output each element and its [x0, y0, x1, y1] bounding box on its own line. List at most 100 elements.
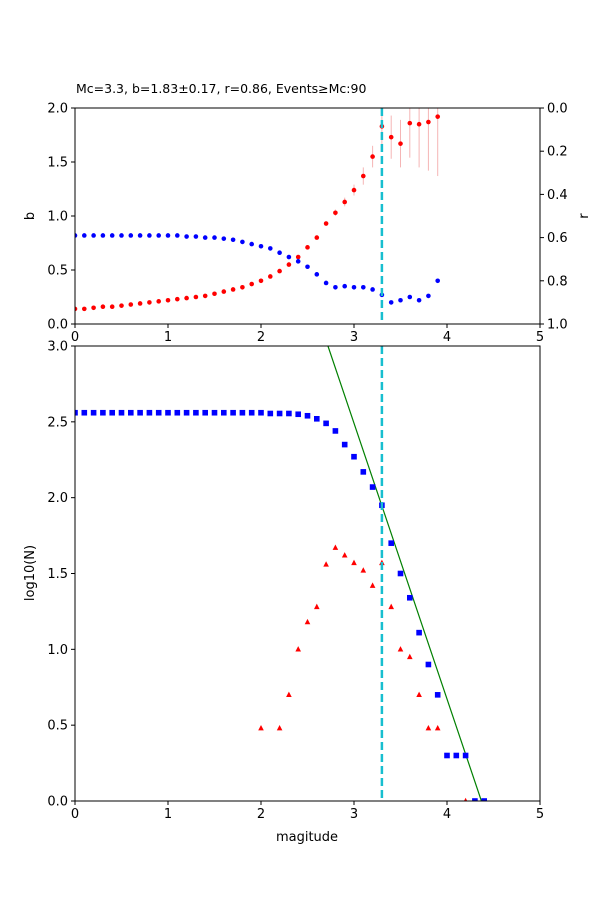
- top-point-r: [268, 246, 273, 251]
- top-point-r: [351, 284, 357, 290]
- top-right-y-tick-label: 1.0: [547, 318, 568, 333]
- top-point-r: [100, 233, 106, 238]
- top-point-r: [426, 293, 431, 299]
- top-point-b-value: [435, 114, 441, 119]
- bottom-point-cumulative: [81, 409, 88, 416]
- top-point-b-value: [268, 274, 273, 279]
- top-right-y-tick-label: 0.2: [547, 145, 568, 160]
- bottom-point-non-cumulative: [397, 646, 404, 652]
- top-point-b-value: [305, 245, 310, 250]
- top-right-y-tick-label: 0.6: [547, 231, 568, 246]
- bottom-point-cumulative: [100, 409, 106, 416]
- bottom-fit-line: [327, 346, 482, 801]
- bottom-point-non-cumulative: [341, 552, 348, 558]
- bottom-y-tick-label: 1.5: [47, 567, 68, 582]
- top-point-r: [277, 250, 282, 256]
- top-point-r: [249, 241, 254, 247]
- top-point-b-value: [128, 302, 134, 307]
- top-panel: Mc=3.3, b=1.83±0.17, r=0.86, Events≥Mc:9…: [23, 81, 592, 345]
- top-point-b-value: [175, 296, 180, 302]
- top-point-r: [119, 233, 124, 238]
- top-point-r: [147, 233, 152, 238]
- top-point-r: [128, 233, 134, 238]
- top-point-r: [435, 278, 441, 284]
- top-x-tick-label: 4: [443, 330, 451, 345]
- bottom-point-non-cumulative: [323, 561, 329, 567]
- top-point-r: [156, 233, 161, 238]
- top-point-b-value: [370, 154, 375, 159]
- top-point-b-value: [398, 141, 403, 146]
- bottom-point-cumulative: [360, 469, 367, 475]
- bottom-y-tick-label: 0.0: [47, 795, 68, 810]
- top-point-b-value: [426, 119, 431, 125]
- bottom-point-cumulative: [323, 420, 329, 427]
- bottom-point-cumulative: [314, 416, 320, 422]
- top-right-y-tick-label: 0.4: [547, 188, 568, 203]
- x-axis-label: magitude: [276, 830, 338, 845]
- bottom-point-non-cumulative: [463, 797, 468, 801]
- top-point-b-value: [361, 173, 366, 179]
- top-point-b-value: [75, 306, 78, 312]
- bottom-y-axis-label: log10(N): [23, 545, 38, 601]
- bottom-point-non-cumulative: [332, 544, 339, 550]
- top-point-b-value: [323, 221, 329, 226]
- top-point-r: [137, 233, 143, 238]
- bottom-data-layer: [75, 346, 487, 801]
- top-point-r: [295, 259, 301, 264]
- top-point-b-value: [230, 287, 236, 292]
- top-point-r: [91, 233, 96, 238]
- top-point-r: [230, 237, 236, 243]
- bottom-point-non-cumulative: [295, 646, 301, 652]
- top-point-r: [305, 264, 310, 270]
- bottom-point-cumulative: [462, 752, 469, 759]
- top-y-tick-label: 2.0: [47, 102, 68, 117]
- bottom-y-tick-label: 1.0: [47, 643, 68, 658]
- top-point-b-value: [109, 304, 115, 310]
- bottom-x-tick-label: 0: [71, 807, 79, 822]
- top-point-r: [407, 294, 413, 300]
- top-point-b-value: [240, 284, 245, 290]
- bottom-x-tick-label: 5: [536, 807, 544, 822]
- bottom-point-cumulative: [248, 409, 255, 416]
- bottom-plot-area: 0 1 2 3 4 5 0.0 0.5 1.0 1.5 2.0 2.5 3.0: [47, 340, 544, 823]
- top-right-y-axis-label: r: [577, 213, 592, 219]
- top-point-r: [314, 272, 320, 277]
- top-right-y-tick-label: 0.8: [547, 274, 568, 289]
- top-point-b-value: [212, 291, 217, 297]
- top-point-b-value: [314, 235, 320, 240]
- bottom-point-cumulative: [183, 409, 190, 416]
- top-x-tick-label: 5: [536, 330, 544, 345]
- top-point-b-value: [416, 121, 422, 127]
- bottom-point-cumulative: [286, 410, 292, 417]
- top-point-r: [109, 233, 115, 238]
- bottom-point-non-cumulative: [407, 653, 413, 660]
- top-point-r: [361, 284, 366, 290]
- top-point-r: [416, 297, 422, 303]
- bottom-x-tick-label: 4: [443, 807, 451, 822]
- top-point-r: [165, 233, 171, 238]
- bottom-y-tick-label: 3.0: [47, 340, 68, 355]
- chart-title: Mc=3.3, b=1.83±0.17, r=0.86, Events≥Mc:9…: [76, 81, 366, 96]
- top-point-r: [175, 233, 180, 238]
- bottom-point-cumulative: [90, 409, 97, 416]
- bottom-point-cumulative: [388, 540, 394, 546]
- bottom-point-cumulative: [425, 661, 432, 668]
- bottom-point-cumulative: [137, 409, 143, 416]
- top-x-tick-label: 0: [71, 330, 79, 345]
- bottom-point-non-cumulative: [388, 603, 394, 610]
- bottom-point-cumulative: [193, 409, 199, 416]
- bottom-point-non-cumulative: [416, 691, 422, 698]
- top-point-b-value: [295, 254, 301, 260]
- bottom-point-cumulative: [146, 409, 153, 416]
- top-data-layer: [75, 108, 441, 312]
- top-point-b-value: [407, 120, 413, 126]
- top-point-r: [75, 233, 78, 238]
- top-point-r: [212, 235, 217, 240]
- top-frame: [74, 107, 541, 325]
- top-point-b-value: [119, 303, 124, 308]
- top-y-tick-label: 0.0: [47, 318, 68, 333]
- top-point-r: [240, 239, 245, 245]
- bottom-point-cumulative: [397, 570, 404, 577]
- top-point-r: [286, 254, 292, 260]
